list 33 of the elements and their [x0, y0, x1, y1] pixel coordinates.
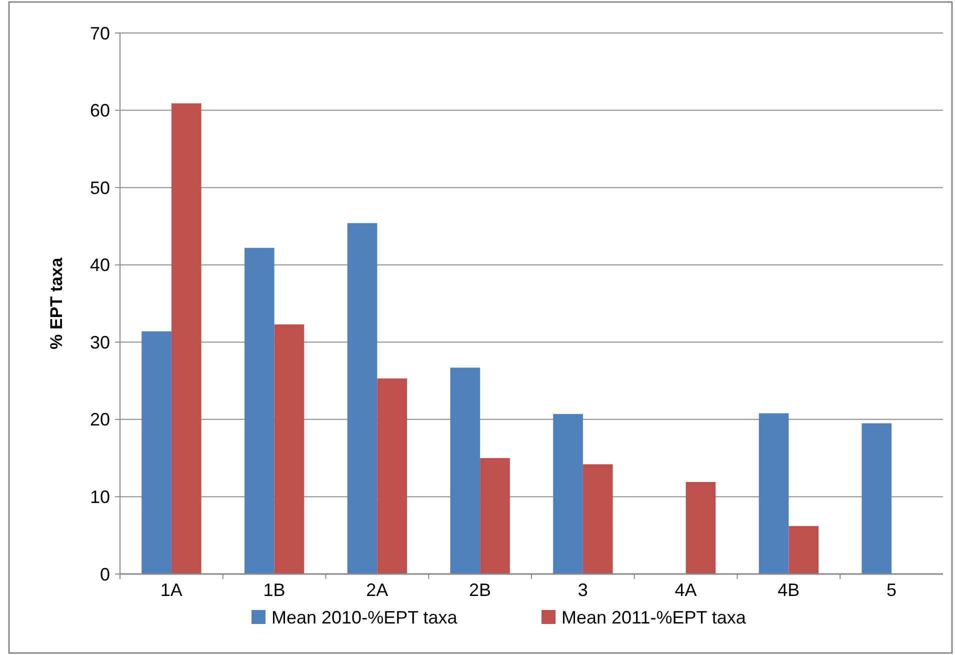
bar [758, 413, 789, 574]
legend-label: Mean 2010-%EPT taxa [272, 607, 458, 628]
y-axis-title: % EPT taxa [47, 257, 66, 350]
bar [171, 103, 202, 574]
bar [142, 331, 172, 574]
x-tick-label: 1A [160, 580, 182, 600]
y-tick-label: 0 [100, 564, 110, 584]
y-tick-label: 40 [90, 255, 110, 276]
x-tick-label: 5 [886, 580, 897, 600]
x-tick-label: 2B [469, 580, 492, 600]
bar [553, 414, 583, 574]
bar [788, 526, 819, 574]
bar [480, 458, 510, 574]
x-tick-label: 1B [263, 580, 286, 600]
bar [244, 248, 274, 574]
y-tick-label: 30 [90, 332, 110, 352]
x-tick-label: 2A [366, 580, 388, 600]
y-tick-label: 70 [90, 23, 110, 44]
bar [274, 324, 304, 574]
bar [347, 223, 378, 574]
y-tick-label: 50 [90, 178, 110, 198]
x-tick-label: 3 [578, 580, 588, 600]
legend-label: Mean 2011-%EPT taxa [562, 607, 747, 628]
x-tick-label: 4A [674, 580, 697, 600]
bar [377, 378, 408, 574]
y-tick-label: 20 [90, 410, 110, 430]
bar [582, 464, 613, 574]
x-tick-label: 4B [778, 580, 800, 600]
y-tick-label: 60 [90, 100, 110, 121]
y-tick-label: 10 [90, 487, 110, 508]
bar [686, 482, 716, 574]
bar [862, 423, 892, 574]
bar [450, 368, 480, 574]
